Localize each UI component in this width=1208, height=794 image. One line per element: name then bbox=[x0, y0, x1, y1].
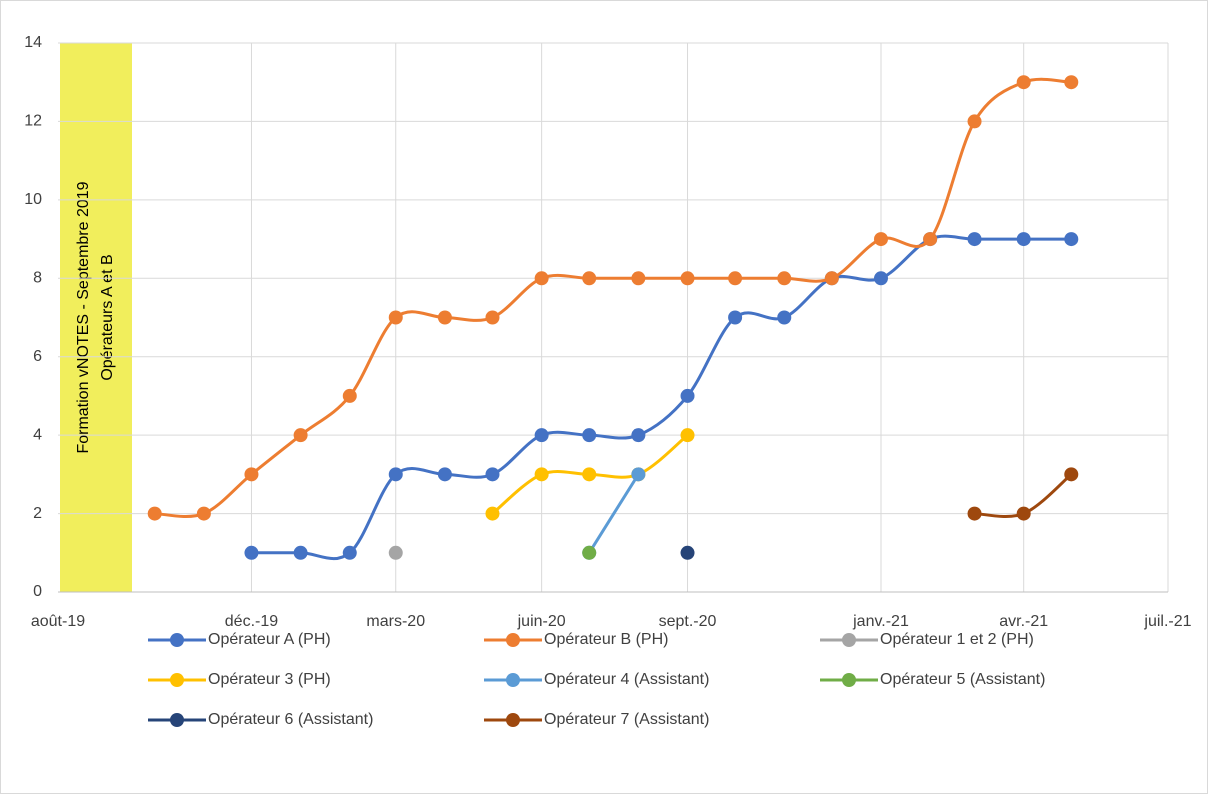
legend-label: Opérateur 5 (Assistant) bbox=[880, 671, 1045, 688]
x-tick-label: janv.-21 bbox=[852, 613, 909, 630]
data-point bbox=[293, 428, 308, 443]
legend-label: Opérateur 4 (Assistant) bbox=[544, 671, 709, 688]
legend-swatch-marker bbox=[170, 713, 184, 727]
legend-swatch-marker bbox=[506, 633, 520, 647]
data-point bbox=[534, 428, 549, 443]
data-point bbox=[967, 114, 982, 129]
data-point bbox=[388, 545, 403, 560]
data-point bbox=[244, 467, 259, 482]
data-point bbox=[147, 506, 162, 521]
data-point bbox=[388, 467, 403, 482]
data-point bbox=[1064, 232, 1079, 247]
data-point bbox=[437, 467, 452, 482]
x-tick-label: sept.-20 bbox=[659, 613, 717, 630]
legend-label: Opérateur 7 (Assistant) bbox=[544, 711, 709, 728]
data-point bbox=[293, 545, 308, 560]
data-point bbox=[631, 271, 646, 286]
data-point bbox=[485, 506, 500, 521]
legend-swatch-marker bbox=[506, 713, 520, 727]
y-tick-label: 12 bbox=[24, 113, 42, 130]
legend-swatch-marker bbox=[170, 633, 184, 647]
legend-label: Opérateur A (PH) bbox=[208, 631, 331, 648]
legend-swatch-marker bbox=[170, 673, 184, 687]
x-tick-label: juin-20 bbox=[517, 613, 566, 630]
data-point bbox=[582, 545, 597, 560]
data-point bbox=[680, 545, 695, 560]
y-tick-label: 0 bbox=[33, 583, 42, 600]
y-tick-label: 10 bbox=[24, 191, 42, 208]
data-point bbox=[534, 271, 549, 286]
data-point bbox=[1016, 232, 1031, 247]
data-point bbox=[777, 271, 792, 286]
data-point bbox=[534, 467, 549, 482]
data-point bbox=[485, 467, 500, 482]
legend-label: Opérateur B (PH) bbox=[544, 631, 668, 648]
data-point bbox=[1016, 506, 1031, 521]
data-point bbox=[631, 428, 646, 443]
data-point bbox=[967, 232, 982, 247]
legend-swatch-marker bbox=[506, 673, 520, 687]
annotation-band bbox=[60, 43, 132, 592]
data-point bbox=[582, 271, 597, 286]
legend-label: Opérateur 1 et 2 (PH) bbox=[880, 631, 1034, 648]
data-point bbox=[631, 467, 646, 482]
data-point bbox=[437, 310, 452, 325]
data-point bbox=[485, 310, 500, 325]
legend-swatch-marker bbox=[842, 673, 856, 687]
legend-label: Opérateur 6 (Assistant) bbox=[208, 711, 373, 728]
y-tick-label: 4 bbox=[33, 426, 42, 443]
data-point bbox=[244, 545, 259, 560]
legend-swatch-marker bbox=[842, 633, 856, 647]
data-point bbox=[1064, 467, 1079, 482]
data-point bbox=[680, 388, 695, 403]
x-tick-label: juil.-21 bbox=[1143, 613, 1191, 630]
data-point bbox=[582, 428, 597, 443]
data-point bbox=[873, 271, 888, 286]
data-point bbox=[196, 506, 211, 521]
data-point bbox=[582, 467, 597, 482]
data-point bbox=[680, 428, 695, 443]
data-point bbox=[728, 310, 743, 325]
legend-label: Opérateur 3 (PH) bbox=[208, 671, 331, 688]
data-point bbox=[680, 271, 695, 286]
y-tick-label: 6 bbox=[33, 348, 42, 365]
y-tick-label: 14 bbox=[24, 34, 42, 51]
data-point bbox=[967, 506, 982, 521]
y-tick-label: 2 bbox=[33, 505, 42, 522]
x-tick-label: avr.-21 bbox=[999, 613, 1048, 630]
x-tick-label: déc.-19 bbox=[225, 613, 278, 630]
data-point bbox=[342, 388, 357, 403]
x-tick-label: août-19 bbox=[31, 613, 85, 630]
data-point bbox=[388, 310, 403, 325]
data-point bbox=[342, 545, 357, 560]
data-point bbox=[1016, 75, 1031, 90]
y-tick-label: 8 bbox=[33, 270, 42, 287]
data-point bbox=[873, 232, 888, 247]
data-point bbox=[923, 232, 938, 247]
annotation-text: Formation vNOTES - Septembre 2019 bbox=[75, 181, 92, 453]
data-point bbox=[728, 271, 743, 286]
data-point bbox=[824, 271, 839, 286]
data-point bbox=[777, 310, 792, 325]
x-tick-label: mars-20 bbox=[366, 613, 425, 630]
annotation-text: Opérateurs A et B bbox=[99, 254, 116, 380]
data-point bbox=[1064, 75, 1079, 90]
